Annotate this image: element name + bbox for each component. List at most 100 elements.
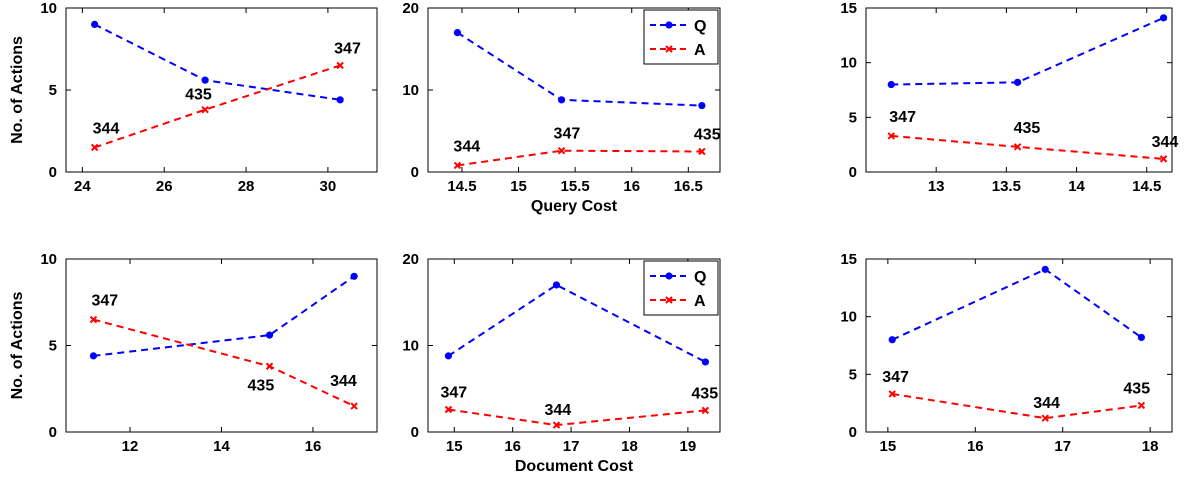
point-label: 344 [1152, 134, 1179, 151]
data-point-Q [336, 96, 344, 104]
chart-panel-2: 14.5 15 15.5 16 16.5 0 10 20 Query Cost 344 347 435… [402, 0, 720, 215]
data-point-A [201, 105, 209, 114]
legend-label-A: A [694, 293, 706, 310]
point-label: 347 [91, 293, 118, 310]
point-label: 344 [453, 138, 480, 155]
point-label: 344 [330, 373, 357, 390]
x-tick-label: 14 [213, 438, 230, 455]
x-tick-label: 16 [305, 438, 322, 455]
data-point-Q [265, 331, 274, 339]
chart-panel-4: 12 14 16 0 5 10 No. of Actions 347 435 344 [9, 251, 378, 455]
data-point-A [453, 161, 462, 170]
point-label: 347 [440, 385, 467, 402]
chart-panel-6: 15 16 17 18 0 5 10 15 347 344 435 [840, 251, 1173, 455]
point-label: 435 [248, 377, 275, 394]
point-label: 435 [694, 127, 721, 144]
chart-panel-3: 13 13.5 14 14.5 0 5 10 15 347 435 344 [840, 0, 1178, 195]
x-tick-label: 24 [74, 178, 91, 195]
point-label: 347 [889, 109, 916, 126]
x-axis-title: Document Cost [515, 458, 634, 475]
x-tick-label: 15 [510, 178, 527, 195]
legend-label-A: A [694, 42, 706, 59]
data-point-A [444, 405, 453, 414]
x-tick-label: 16.5 [674, 178, 703, 195]
point-label: 435 [185, 87, 212, 104]
series-line-A [891, 134, 1164, 160]
point-label: 347 [554, 126, 581, 143]
x-tick-label: 28 [238, 178, 255, 195]
point-label: 347 [334, 40, 361, 57]
series-line-A [93, 318, 355, 407]
point-label: 435 [1014, 120, 1041, 137]
legend: QA [643, 9, 719, 65]
point-label: 344 [1033, 395, 1060, 412]
data-point-A [887, 132, 895, 140]
point-label: 435 [691, 385, 718, 402]
point-label: 344 [544, 402, 571, 419]
data-point-Q [552, 281, 561, 289]
data-point-A [1137, 401, 1146, 410]
x-tick-label: 16 [623, 178, 640, 195]
series-line-Q [891, 268, 1142, 341]
y-tick-label: 10 [402, 82, 419, 99]
data-point-Q [887, 80, 895, 89]
x-tick-label: 30 [320, 178, 337, 195]
data-point-Q [201, 76, 209, 84]
data-point-A [701, 406, 710, 415]
y-tick-label: 15 [840, 0, 857, 17]
legend-marker-Q [665, 272, 673, 280]
x-tick-label: 13 [928, 178, 945, 195]
data-point-Q [1159, 14, 1168, 22]
plot-frame [865, 258, 1173, 433]
data-point-A [552, 421, 561, 429]
x-tick-label: 18 [1142, 438, 1159, 455]
series-line-A [457, 149, 702, 167]
series-line-Q [891, 16, 1164, 86]
point-label: 344 [93, 120, 120, 137]
x-tick-label: 16 [504, 438, 521, 455]
x-tick-label: 14 [1068, 178, 1085, 195]
y-tick-label: 0 [849, 164, 857, 181]
y-tick-label: 15 [840, 251, 857, 268]
y-axis-title: No. of Actions [9, 291, 26, 399]
data-point-Q [453, 28, 462, 37]
point-label: 435 [1123, 380, 1150, 397]
y-tick-label: 10 [40, 251, 57, 268]
series-line-A [448, 408, 706, 427]
data-point-A [350, 402, 358, 410]
data-point-Q [444, 352, 453, 360]
series-line-A [892, 392, 1142, 420]
y-tick-label: 10 [40, 0, 57, 17]
data-point-A [698, 147, 706, 156]
x-tick-label: 15.5 [561, 178, 590, 195]
series-line-Q [93, 275, 355, 357]
y-tick-label: 5 [849, 366, 857, 383]
data-point-Q [1041, 265, 1049, 273]
data-point-A [265, 362, 274, 370]
data-point-Q [698, 101, 706, 110]
series-line-A [94, 64, 341, 149]
y-tick-label: 20 [402, 251, 419, 268]
x-tick-label: 19 [680, 438, 697, 455]
y-tick-label: 5 [849, 109, 857, 126]
data-point-Q [557, 96, 566, 104]
y-tick-label: 0 [411, 424, 419, 441]
x-tick-label: 15 [446, 438, 463, 455]
y-tick-label: 0 [49, 164, 57, 181]
x-tick-label: 15 [880, 438, 897, 455]
data-point-Q [1137, 333, 1145, 342]
legend-label-Q: Q [694, 269, 706, 286]
chart-panel-1: 24 26 28 30 0 5 10 No. of Actions 344 435 347 [9, 0, 378, 195]
y-axis-title: No. of Actions [9, 36, 26, 144]
x-tick-label: 12 [122, 438, 139, 455]
data-point-Q [89, 352, 98, 360]
legend-marker-A [665, 45, 673, 53]
x-tick-label: 14.5 [1132, 178, 1161, 195]
y-tick-label: 0 [411, 164, 419, 181]
x-tick-label: 18 [621, 438, 638, 455]
data-point-Q [91, 20, 99, 28]
y-tick-label: 5 [49, 338, 57, 355]
data-point-A [90, 143, 99, 152]
y-tick-label: 10 [840, 309, 857, 326]
